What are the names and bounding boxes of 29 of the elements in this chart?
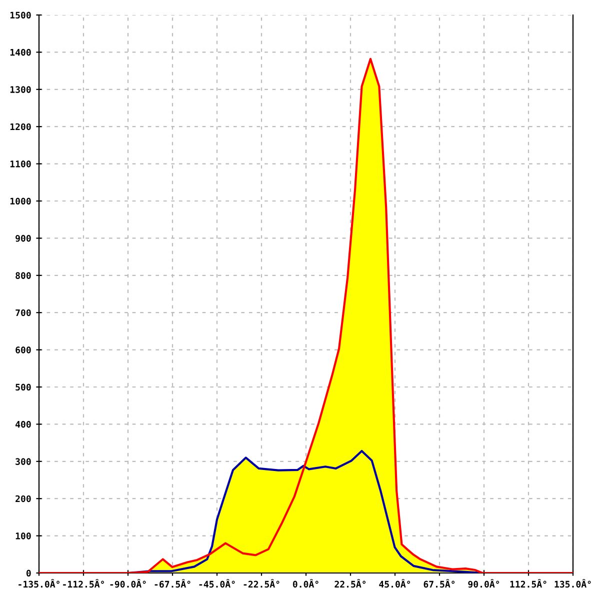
y-tick-label: 400 <box>16 420 31 428</box>
x-tick-label: -112.5Â° <box>63 579 104 588</box>
x-tick-label: -67.5Â° <box>154 579 190 588</box>
x-tick-label: 90.0Â° <box>468 579 500 588</box>
y-tick-label: 1400 <box>10 48 31 56</box>
x-tick-label: -22.5Â° <box>244 579 280 588</box>
y-tick-label: 900 <box>16 234 31 242</box>
x-tick-label: 112.5Â° <box>510 579 546 588</box>
y-tick-label: 1100 <box>10 160 31 168</box>
x-tick-label: 135.0Â° <box>554 579 591 588</box>
x-tick-label: -90.0Â° <box>110 579 146 588</box>
y-tick-label: 200 <box>16 495 31 502</box>
x-tick-label: 67.5Â° <box>424 579 455 588</box>
x-tick-label: -45.0Â° <box>199 579 235 588</box>
y-tick-label: 1000 <box>10 198 31 205</box>
y-tick-label: 1500 <box>10 12 31 19</box>
x-tick-label: 22.5Â° <box>334 579 366 588</box>
x-tick-label: 0.0Â° <box>292 579 318 588</box>
y-tick-label: 800 <box>16 272 31 279</box>
y-tick-label: 100 <box>16 532 31 540</box>
y-tick-label: 1300 <box>10 86 31 93</box>
y-tick-label: 600 <box>16 346 31 354</box>
y-tick-label: 500 <box>16 384 31 391</box>
y-tick-label: 1200 <box>10 123 31 130</box>
y-tick-label: 0 <box>26 570 31 577</box>
x-tick-label: -135.0Â° <box>18 579 60 588</box>
y-tick-label: 700 <box>16 309 31 316</box>
x-tick-label: 45.0Â° <box>379 579 410 588</box>
y-tick-label: 300 <box>16 458 31 465</box>
